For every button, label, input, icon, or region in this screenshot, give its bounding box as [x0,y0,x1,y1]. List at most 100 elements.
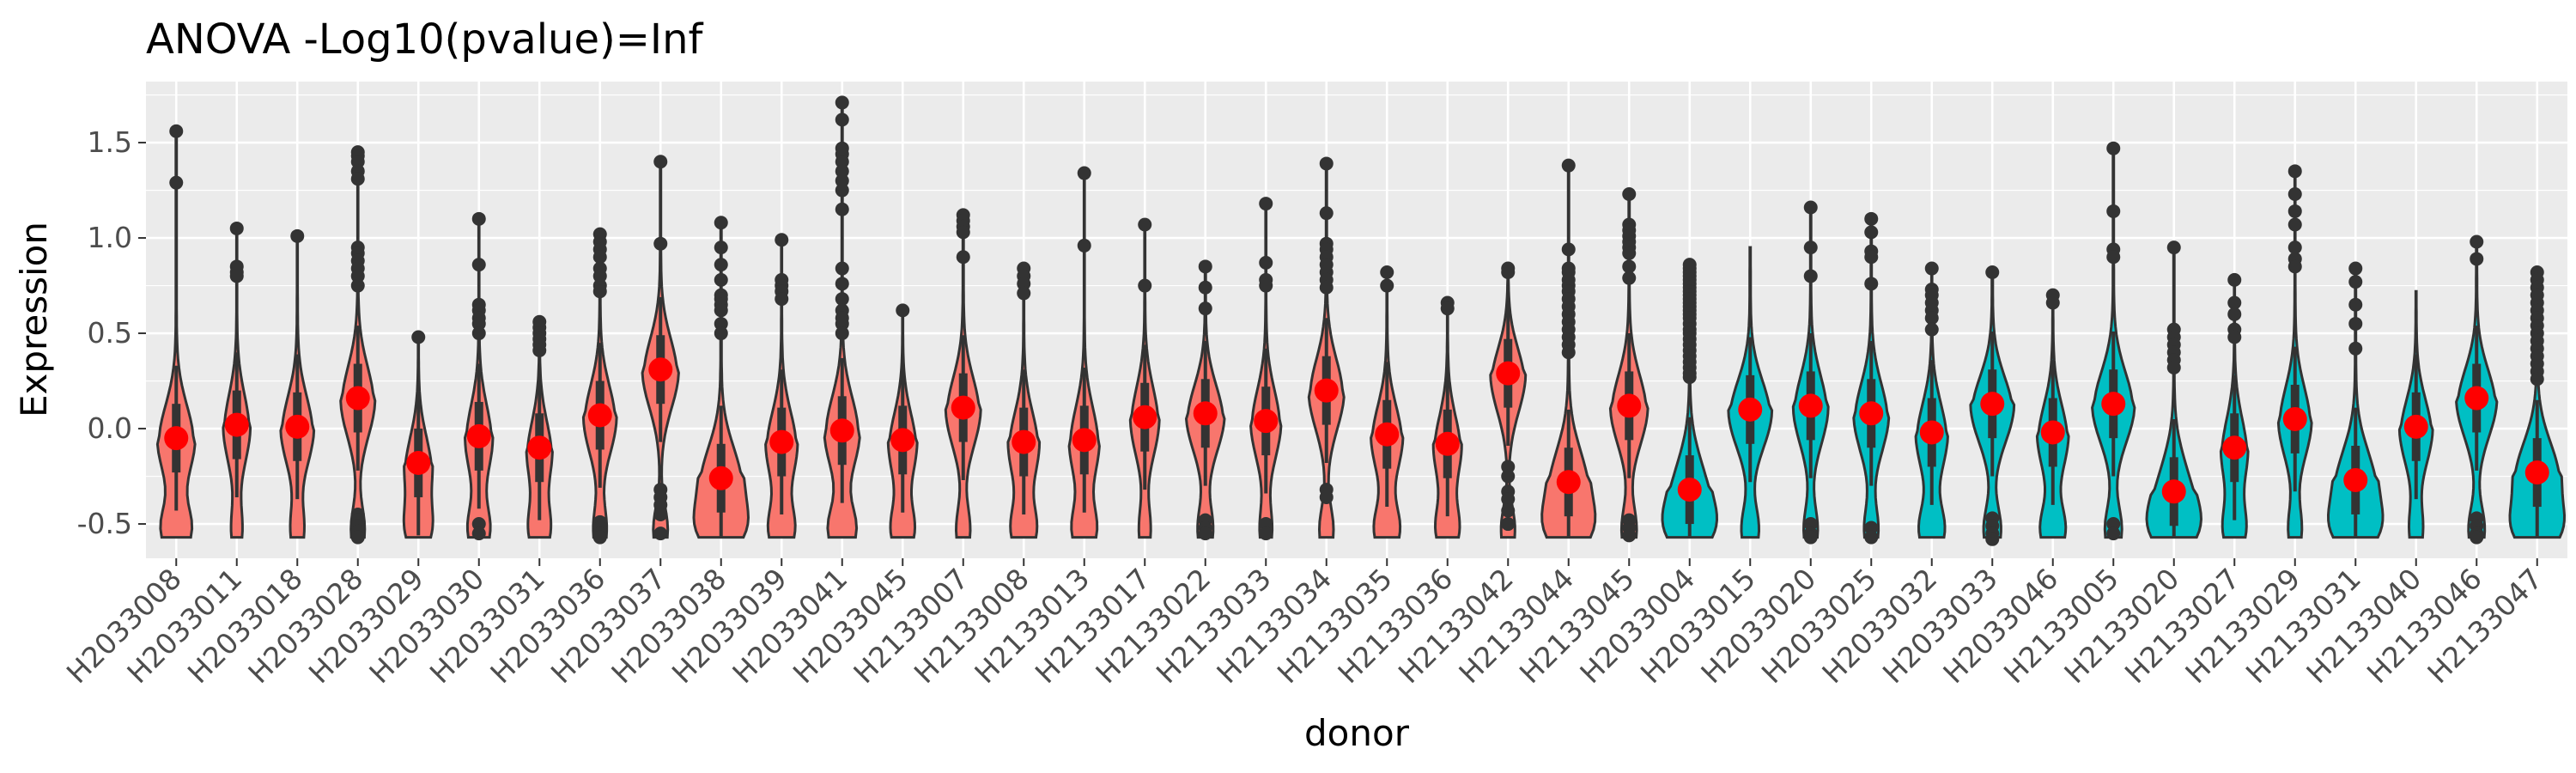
outlier-point [1924,322,1939,337]
outlier-point [471,526,486,541]
violin-H2033037 [641,155,680,541]
mean-point [164,426,189,451]
y-axis-title: Expression [13,222,55,417]
outlier-point [1924,261,1939,276]
mean-point [890,428,915,453]
outlier-point [1803,200,1818,215]
outlier-point [835,261,849,276]
outlier-point [2530,372,2544,386]
outlier-point [714,303,728,318]
outlier-point [1198,280,1212,295]
outlier-point [1561,158,1576,173]
outlier-point [1259,255,1273,270]
outlier-point [714,272,728,287]
outlier-point [1864,520,1879,535]
outlier-point [2045,295,2060,310]
mean-point [708,466,733,490]
outlier-point [835,316,849,331]
y-tick-label: 1.5 [88,125,132,159]
mean-point [1314,378,1339,403]
outlier-point [714,216,728,230]
outlier-point [1319,156,1334,171]
violin-H2033025 [1852,211,1891,545]
outlier-point [2227,295,2242,310]
outlier-point [1864,530,1879,545]
outlier-point [350,278,365,293]
outlier-point [1803,269,1818,283]
outlier-point [229,269,244,283]
outlier-point [1259,526,1273,541]
violin-H2133033 [1249,197,1283,541]
outlier-point [1985,532,2000,546]
violin-H2033032 [1914,261,1949,539]
outlier-point [2227,307,2242,321]
outlier-point [169,175,184,190]
outlier-point [1259,197,1273,211]
mean-point [1496,361,1521,386]
outlier-point [653,497,668,512]
outlier-point [1017,286,1031,301]
mean-point [829,418,854,443]
outlier-point [1622,186,1637,201]
violin-H2033011 [222,221,252,539]
mean-point [1617,393,1642,418]
mean-point [769,429,794,454]
y-tick-label: -0.5 [77,507,132,540]
outlier-point [896,303,910,318]
outlier-point [1198,259,1212,274]
mean-point [2222,435,2247,460]
outlier-point [1864,250,1879,265]
outlier-point [1501,460,1516,474]
outlier-point [2166,361,2181,374]
outlier-point [775,233,789,247]
outlier-point [592,250,607,265]
violin-H2033030 [463,211,495,541]
outlier-point [714,316,728,331]
mean-point [2464,386,2489,411]
violin-H2133007 [944,208,982,539]
outlier-point [2166,240,2181,255]
outlier-point [169,124,184,138]
outlier-point [1501,503,1516,518]
outlier-point [1864,211,1879,226]
outlier-point [775,292,789,307]
mean-point [406,451,431,475]
outlier-point [835,326,849,341]
mean-point [345,386,370,411]
outlier-point [2287,164,2302,179]
mean-point [1738,397,1763,422]
mean-point [224,412,249,437]
outlier-point [653,155,668,169]
outlier-point [1380,278,1394,293]
outlier-point [532,344,547,358]
violin-H2033028 [339,145,377,545]
outlier-point [835,277,849,291]
outlier-point [1622,246,1637,260]
outlier-point [471,517,486,532]
outlier-point [835,292,849,307]
violin-H2033020 [1791,200,1830,545]
outlier-point [714,240,728,255]
outlier-point [835,95,849,110]
outlier-point [1319,490,1334,504]
outlier-point [229,221,244,235]
mean-point [1254,409,1279,434]
outlier-point [2106,141,2121,155]
mean-point [1375,422,1400,447]
outlier-point [1501,517,1516,532]
outlier-point [471,211,486,226]
outlier-point [350,155,365,169]
violin-H2133005 [2091,141,2136,541]
outlier-point [471,316,486,331]
violins [155,95,2567,546]
outlier-point [653,526,668,541]
y-tick-label: 0.0 [88,411,132,445]
outlier-point [471,326,486,341]
violin-H2033046 [2035,288,2070,539]
outlier-point [2470,234,2484,249]
mean-point [466,423,491,448]
y-axis: -0.5 0.0 0.5 1.0 1.5 [77,125,146,540]
outlier-point [1017,277,1031,291]
mean-point [2101,392,2126,417]
outlier-point [956,225,970,240]
